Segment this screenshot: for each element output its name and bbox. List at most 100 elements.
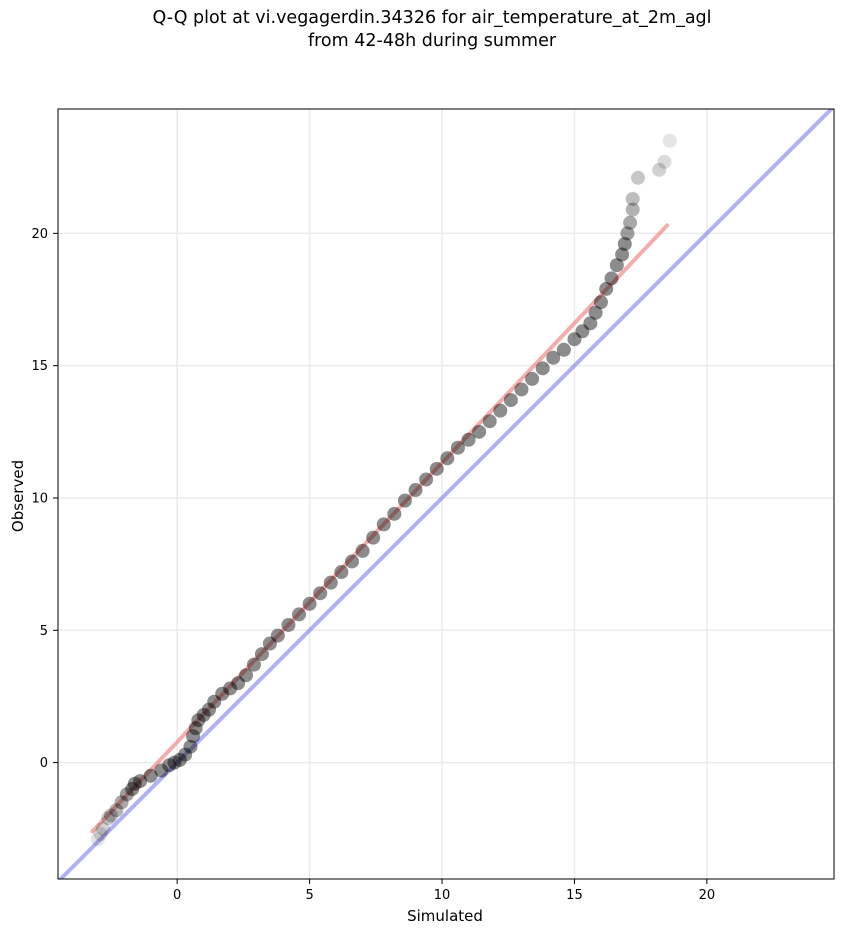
- scatter-point: [615, 247, 630, 262]
- scatter-point: [344, 554, 359, 569]
- scatter-point: [191, 713, 206, 728]
- scatter-point: [609, 258, 624, 273]
- scatter-point: [472, 424, 487, 439]
- scatter-point: [114, 795, 129, 810]
- scatter-point: [323, 575, 338, 590]
- scatter-point: [567, 332, 582, 347]
- scatter-point: [440, 451, 455, 466]
- scatter-point: [207, 694, 222, 709]
- scatter-point: [281, 617, 296, 632]
- scatter-point: [461, 432, 476, 447]
- scatter-point: [556, 342, 571, 357]
- scatter-point: [186, 729, 201, 744]
- scatter-point: [535, 361, 550, 376]
- x-tick-label: 20: [699, 888, 716, 903]
- scatter-point: [625, 191, 640, 206]
- scatter-point: [617, 236, 632, 251]
- scatter-point: [162, 758, 177, 773]
- scatter-point: [90, 832, 105, 847]
- scatter-point: [588, 305, 603, 320]
- scatter-point: [262, 636, 277, 651]
- scatter-point: [620, 226, 635, 241]
- scatter-point: [183, 739, 198, 754]
- x-tick-label: 0: [173, 888, 181, 903]
- scatter-point: [246, 657, 261, 672]
- scatter-point: [196, 707, 211, 722]
- scatter-point: [583, 316, 598, 331]
- scatter-point: [408, 483, 423, 498]
- axis-ticks: 0 5 10 15 20 0 5 10 15 20: [31, 227, 715, 903]
- x-axis-label: Simulated: [407, 907, 483, 925]
- scatter-point: [625, 202, 640, 217]
- scatter-point: [254, 647, 269, 662]
- scatter-point: [387, 506, 402, 521]
- scatter-point: [419, 472, 434, 487]
- scatter-point: [215, 686, 230, 701]
- scatter-point: [101, 811, 116, 826]
- scatter-point: [143, 768, 158, 783]
- scatter-point: [366, 530, 381, 545]
- y-tick-label: 20: [31, 227, 48, 242]
- scatter-point: [154, 763, 169, 778]
- identity-line: [58, 109, 834, 879]
- scatter-point: [172, 752, 187, 767]
- y-tick-label: 5: [40, 624, 48, 639]
- scatter-point: [93, 827, 108, 842]
- scatter-point: [239, 668, 254, 683]
- scatter-point: [178, 747, 193, 762]
- scatter-point: [546, 350, 561, 365]
- scatter-point: [657, 154, 672, 169]
- scatter-point: [119, 787, 134, 802]
- y-tick-label: 0: [40, 756, 48, 771]
- scatter-point: [397, 493, 412, 508]
- scatter-point: [376, 517, 391, 532]
- scatter-point: [525, 371, 540, 386]
- scatter-point: [127, 776, 142, 791]
- scatter-point: [292, 607, 307, 622]
- y-axis-label: Observed: [9, 460, 27, 532]
- chart-title: Q-Q plot at vi.vegagerdin.34326 for air_…: [0, 7, 843, 53]
- scatter-point: [103, 808, 118, 823]
- scatter-point: [231, 676, 246, 691]
- scatter-point: [450, 440, 465, 455]
- scatter-point: [623, 215, 638, 230]
- scatter-point: [593, 295, 608, 310]
- chart-title-line-1: Q-Q plot at vi.vegagerdin.34326 for air_…: [152, 8, 712, 28]
- scatter-point: [201, 702, 216, 717]
- plot-frame: [57, 108, 835, 880]
- reference-lines: [58, 109, 834, 879]
- scatter-point: [313, 586, 328, 601]
- y-tick-label: 15: [31, 359, 48, 374]
- grid: [58, 109, 834, 879]
- scatter-point: [270, 628, 285, 643]
- scatter-points: [90, 133, 677, 847]
- fit-line: [90, 223, 670, 834]
- scatter-point: [167, 755, 182, 770]
- scatter-point: [599, 281, 614, 296]
- scatter-point: [109, 803, 124, 818]
- scatter-point: [133, 774, 148, 789]
- scatter-point: [125, 782, 140, 797]
- x-tick-label: 15: [566, 888, 583, 903]
- x-tick-label: 10: [434, 888, 451, 903]
- scatter-point: [631, 170, 646, 185]
- x-tick-label: 5: [305, 888, 313, 903]
- scatter-point: [575, 324, 590, 339]
- scatter-point: [334, 565, 349, 580]
- scatter-point: [503, 393, 518, 408]
- scatter-point: [493, 403, 508, 418]
- y-tick-label: 10: [31, 491, 48, 506]
- scatter-point: [223, 681, 238, 696]
- scatter-point: [652, 162, 667, 177]
- scatter-point: [96, 821, 111, 836]
- scatter-point: [302, 596, 317, 611]
- scatter-point: [188, 721, 203, 736]
- scatter-point: [482, 414, 497, 429]
- scatter-point: [514, 382, 529, 397]
- scatter-point: [355, 543, 370, 558]
- scatter-point: [429, 461, 444, 476]
- chart-title-line-2: from 42-48h during summer: [307, 31, 557, 51]
- scatter-point: [604, 271, 619, 286]
- scatter-point: [662, 133, 677, 148]
